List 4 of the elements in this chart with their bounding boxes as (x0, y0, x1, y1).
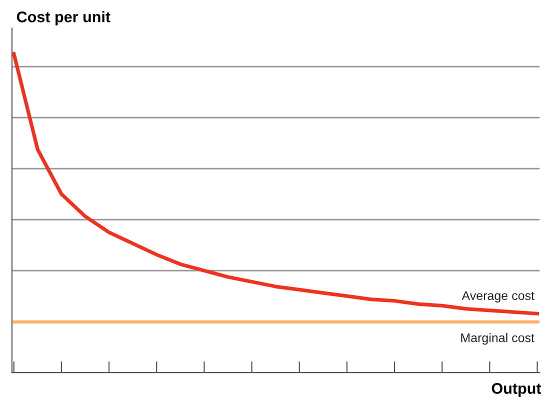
series-label: Marginal cost (461, 333, 534, 345)
series-label: Average cost (462, 291, 534, 303)
x-axis-title: Output (492, 383, 542, 397)
y-axis-title: Cost per unit (16, 11, 110, 26)
